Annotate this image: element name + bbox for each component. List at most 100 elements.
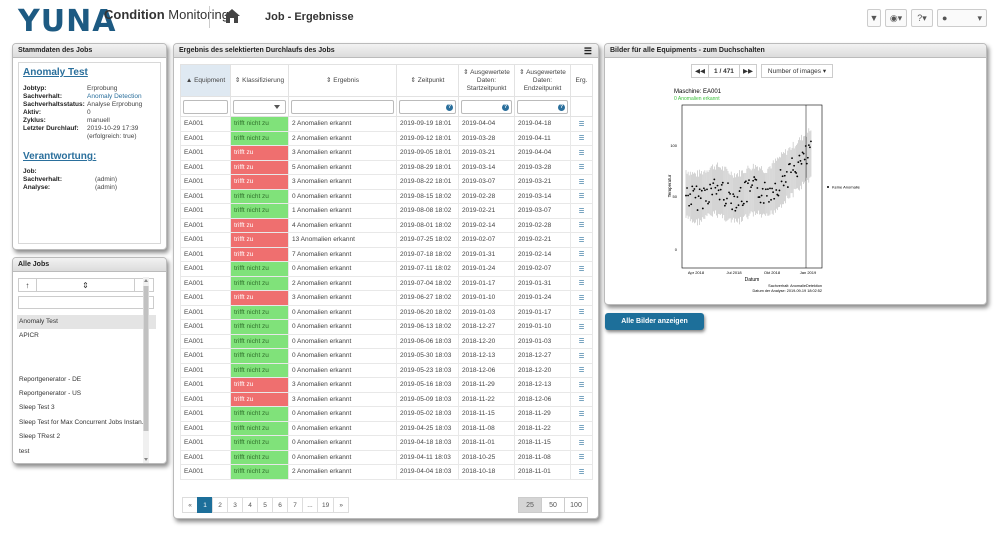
jobs-search-input[interactable] — [18, 296, 154, 309]
table-row[interactable]: EA001 trifft nicht zu 0 Anomalien erkannt 2… — [180, 319, 593, 335]
page-button[interactable]: 6 — [272, 497, 288, 513]
page-size-button[interactable]: 100 — [564, 497, 588, 513]
jobs-scrollbar[interactable] — [143, 277, 149, 463]
table-row[interactable]: EA001 trifft zu 3 Anomalien erkannt 2019-08… — [180, 174, 593, 190]
table-row[interactable]: EA001 trifft nicht zu 0 Anomalien erkannt 2… — [180, 449, 593, 465]
list-icon[interactable]: ☰ — [570, 391, 593, 407]
page-size-button[interactable]: 50 — [541, 497, 565, 513]
list-icon[interactable]: ☰ — [570, 348, 593, 364]
table-row[interactable]: EA001 trifft nicht zu 0 Anomalien erkannt 2… — [180, 304, 593, 320]
list-icon[interactable]: ☰ — [570, 275, 593, 291]
classification-filter-select[interactable] — [233, 99, 286, 114]
page-button[interactable]: 5 — [257, 497, 273, 513]
table-row[interactable]: EA001 trifft nicht zu 0 Anomalien erkannt 2… — [180, 435, 593, 451]
table-row[interactable]: EA001 trifft nicht zu 1 Anomalien erkannt 2… — [180, 203, 593, 219]
table-row[interactable]: EA001 trifft zu 3 Anomalien erkannt 2019-05… — [180, 391, 593, 407]
job-list-item[interactable]: Sleep TRest 2 — [19, 433, 61, 441]
list-icon[interactable]: ☰ — [570, 203, 593, 219]
table-row[interactable]: EA001 trifft zu 5 Anomalien erkannt 2019-08… — [180, 159, 593, 175]
previous-image-button[interactable]: ◀◀ — [691, 64, 709, 78]
number-of-images-dropdown[interactable]: Number of images ▾ — [761, 64, 833, 78]
sort-up-button[interactable]: ↑ — [19, 279, 37, 291]
start-filter-input[interactable]: ? — [461, 99, 512, 114]
job-list-item[interactable]: APICR — [19, 332, 39, 340]
next-image-button[interactable]: ▶▶ — [739, 64, 757, 78]
list-icon[interactable]: ☰ — [570, 116, 593, 132]
help-circle-button[interactable]: ◉▾ — [885, 9, 907, 27]
table-row[interactable]: EA001 trifft nicht zu 0 Anomalien erkannt 2… — [180, 261, 593, 277]
list-icon[interactable]: ☰ — [570, 246, 593, 262]
column-header[interactable]: Erg. — [570, 64, 593, 97]
page-button[interactable]: « — [182, 497, 198, 513]
list-icon[interactable]: ☰ — [570, 159, 593, 175]
job-list-item[interactable]: test — [19, 447, 30, 455]
list-icon[interactable]: ☰ — [570, 449, 593, 465]
list-icon[interactable]: ☰ — [570, 304, 593, 320]
table-row[interactable]: EA001 trifft zu 3 Anomalien erkannt 2019-05… — [180, 377, 593, 393]
list-icon[interactable]: ☰ — [570, 377, 593, 393]
end-filter-input[interactable]: ? — [517, 99, 568, 114]
list-icon[interactable]: ☰ — [570, 362, 593, 378]
job-list-item[interactable]: Sleep Test for Max Concurrent Jobs Insta… — [19, 418, 148, 426]
table-row[interactable]: EA001 trifft nicht zu 2 Anomalien erkannt 2… — [180, 464, 593, 480]
table-row[interactable]: EA001 trifft nicht zu 0 Anomalien erkannt 2… — [180, 348, 593, 364]
table-row[interactable]: EA001 trifft nicht zu 0 Anomalien erkannt 2… — [180, 406, 593, 422]
page-button[interactable]: 19 — [317, 497, 335, 513]
table-row[interactable]: EA001 trifft nicht zu 2 Anomalien erkannt 2… — [180, 275, 593, 291]
column-header[interactable]: ⇕ Ergebnis — [288, 64, 397, 97]
table-row[interactable]: EA001 trifft nicht zu 0 Anomalien erkannt 2… — [180, 333, 593, 349]
list-icon[interactable]: ☰ — [570, 435, 593, 451]
list-icon[interactable]: ☰ — [570, 261, 593, 277]
table-row[interactable]: EA001 trifft zu 3 Anomalien erkannt 2019-06… — [180, 290, 593, 306]
table-row[interactable]: EA001 trifft zu 4 Anomalien erkannt 2019-08… — [180, 217, 593, 233]
home-icon[interactable] — [223, 8, 241, 24]
column-header[interactable]: ▲ Equipment — [180, 64, 231, 97]
job-list-item[interactable] — [17, 358, 156, 372]
page-button[interactable]: 3 — [227, 497, 243, 513]
filter-button[interactable]: ▼ — [867, 9, 881, 27]
table-row[interactable]: EA001 trifft nicht zu 0 Anomalien erkannt 2… — [180, 420, 593, 436]
equipment-filter-input[interactable] — [183, 99, 228, 114]
page-button[interactable]: 2 — [212, 497, 228, 513]
job-list-item[interactable]: Anomaly Test — [17, 315, 156, 330]
page-button[interactable]: 7 — [287, 497, 303, 513]
list-icon[interactable]: ☰ — [570, 188, 593, 204]
list-icon[interactable]: ☰ — [570, 174, 593, 190]
list-icon[interactable]: ☰ — [570, 406, 593, 422]
page-button[interactable]: ... — [302, 497, 318, 513]
time-filter-input[interactable]: ? — [399, 99, 456, 114]
column-header[interactable]: ⇕ Klassifizierung — [230, 64, 289, 97]
table-row[interactable]: EA001 trifft nicht zu 0 Anomalien erkannt 2… — [180, 362, 593, 378]
field-value[interactable]: Anomaly Detection — [87, 93, 142, 100]
list-icon[interactable]: ☰ — [570, 333, 593, 349]
job-list-item[interactable]: Reportgenerator - US — [19, 389, 82, 397]
page-button[interactable]: 4 — [242, 497, 258, 513]
show-all-images-button[interactable]: Alle Bilder anzeigen — [605, 313, 704, 330]
user-menu-button[interactable]: ● ▾ — [937, 9, 987, 27]
table-row[interactable]: EA001 trifft nicht zu 0 Anomalien erkannt 2… — [180, 188, 593, 204]
table-row[interactable]: EA001 trifft nicht zu 2 Anomalien erkannt 2… — [180, 130, 593, 146]
page-button[interactable]: » — [333, 497, 350, 513]
sort-toggle-button[interactable]: ⇕ — [37, 279, 136, 291]
table-row[interactable]: EA001 trifft zu 7 Anomalien erkannt 2019-07… — [180, 246, 593, 262]
list-icon[interactable]: ☰ — [570, 145, 593, 161]
table-row[interactable]: EA001 trifft zu 3 Anomalien erkannt 2019-09… — [180, 145, 593, 161]
list-icon[interactable]: ☰ — [570, 217, 593, 233]
table-row[interactable]: EA001 trifft nicht zu 2 Anomalien erkannt 2… — [180, 116, 593, 132]
list-icon[interactable]: ☰ — [570, 232, 593, 248]
list-icon[interactable]: ☰ — [570, 420, 593, 436]
column-header[interactable]: ⇕ Zeitpunkt — [396, 64, 459, 97]
job-list-item[interactable]: Sleep Test 3 — [19, 404, 55, 412]
menu-icon[interactable]: ☰ — [583, 46, 592, 56]
page-button[interactable]: 1 — [197, 497, 213, 513]
job-name-link[interactable]: Anomaly Test — [23, 67, 88, 78]
list-icon[interactable]: ☰ — [570, 130, 593, 146]
column-header[interactable]: ⇕ Ausgewertete Daten: Startzeitpunkt — [458, 64, 515, 97]
list-icon[interactable]: ☰ — [570, 464, 593, 480]
question-button[interactable]: ?▾ — [911, 9, 933, 27]
list-icon[interactable]: ☰ — [570, 319, 593, 335]
page-size-button[interactable]: 25 — [518, 497, 542, 513]
job-list-item[interactable] — [17, 344, 156, 358]
column-header[interactable]: ⇕ Ausgewertete Daten: Endzeitpunkt — [514, 64, 571, 97]
list-icon[interactable]: ☰ — [570, 290, 593, 306]
